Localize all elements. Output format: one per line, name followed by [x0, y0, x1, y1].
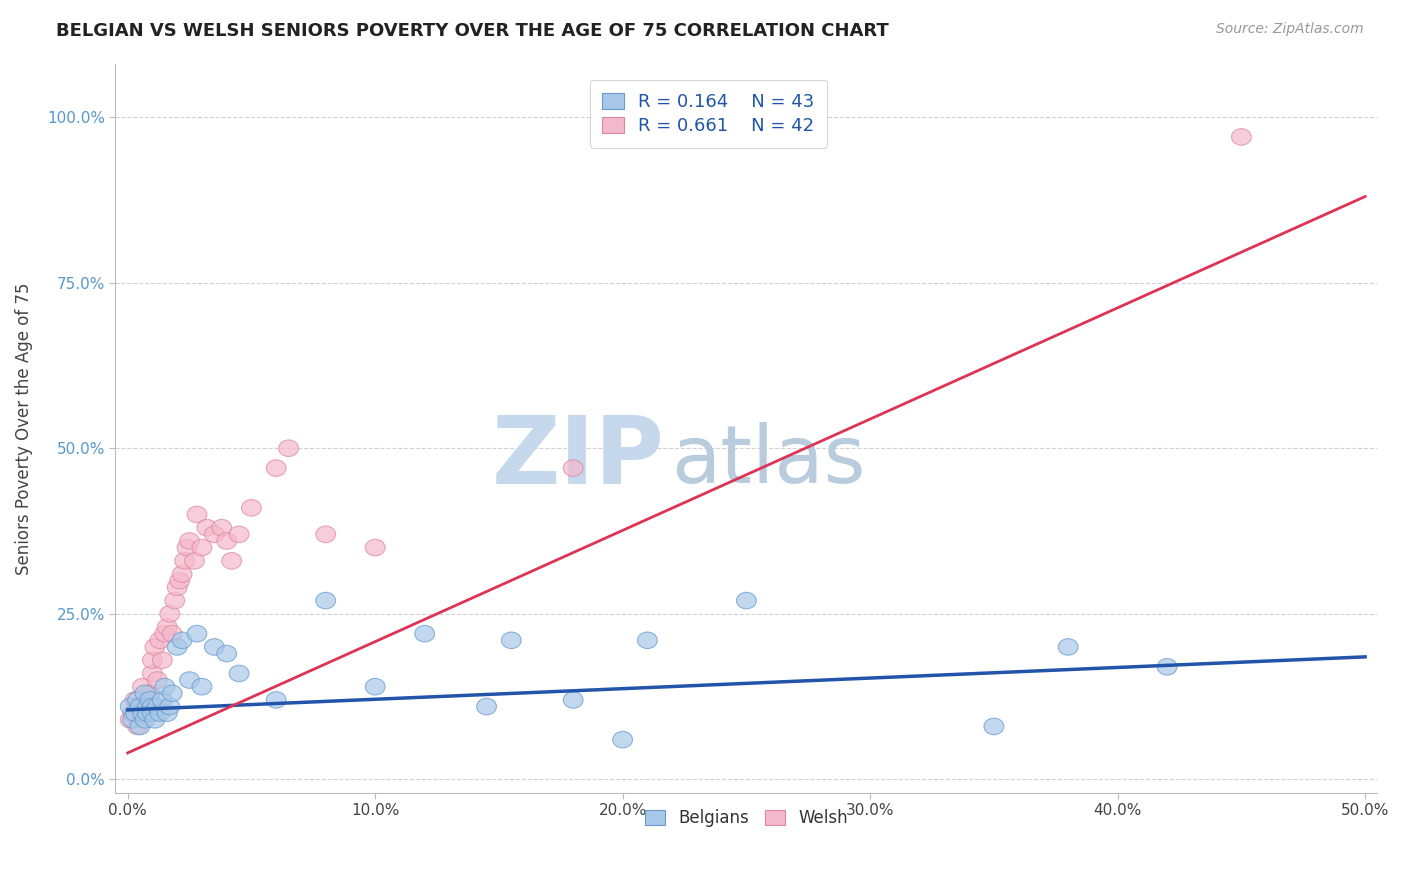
Ellipse shape	[204, 639, 224, 656]
Text: BELGIAN VS WELSH SENIORS POVERTY OVER THE AGE OF 75 CORRELATION CHART: BELGIAN VS WELSH SENIORS POVERTY OVER TH…	[56, 22, 889, 40]
Ellipse shape	[184, 552, 204, 569]
Ellipse shape	[266, 459, 285, 476]
Ellipse shape	[162, 625, 183, 642]
Ellipse shape	[135, 705, 155, 722]
Ellipse shape	[366, 540, 385, 556]
Ellipse shape	[125, 705, 145, 722]
Ellipse shape	[1157, 658, 1177, 675]
Ellipse shape	[278, 440, 298, 457]
Ellipse shape	[132, 679, 152, 695]
Ellipse shape	[145, 639, 165, 656]
Ellipse shape	[122, 712, 142, 728]
Ellipse shape	[415, 625, 434, 642]
Ellipse shape	[128, 718, 148, 735]
Ellipse shape	[222, 552, 242, 569]
Ellipse shape	[142, 705, 162, 722]
Ellipse shape	[148, 672, 167, 689]
Ellipse shape	[138, 698, 157, 714]
Ellipse shape	[1059, 639, 1078, 656]
Ellipse shape	[142, 652, 162, 668]
Ellipse shape	[217, 645, 236, 662]
Ellipse shape	[131, 718, 150, 735]
Ellipse shape	[138, 705, 157, 722]
Ellipse shape	[180, 672, 200, 689]
Ellipse shape	[204, 526, 224, 542]
Legend: Belgians, Welsh: Belgians, Welsh	[636, 801, 856, 835]
Ellipse shape	[131, 698, 150, 714]
Ellipse shape	[984, 718, 1004, 735]
Ellipse shape	[162, 685, 183, 702]
Ellipse shape	[121, 698, 141, 714]
Ellipse shape	[477, 698, 496, 714]
Ellipse shape	[135, 685, 155, 702]
Text: atlas: atlas	[671, 422, 865, 500]
Text: Source: ZipAtlas.com: Source: ZipAtlas.com	[1216, 22, 1364, 37]
Ellipse shape	[316, 592, 336, 609]
Ellipse shape	[152, 691, 172, 708]
Ellipse shape	[141, 691, 160, 708]
Ellipse shape	[197, 519, 217, 536]
Ellipse shape	[138, 691, 157, 708]
Ellipse shape	[180, 533, 200, 549]
Ellipse shape	[187, 506, 207, 523]
Ellipse shape	[121, 712, 141, 728]
Ellipse shape	[157, 619, 177, 635]
Ellipse shape	[242, 500, 262, 516]
Ellipse shape	[229, 526, 249, 542]
Ellipse shape	[148, 698, 167, 714]
Ellipse shape	[122, 705, 142, 722]
Ellipse shape	[160, 698, 180, 714]
Ellipse shape	[217, 533, 236, 549]
Ellipse shape	[1232, 128, 1251, 145]
Ellipse shape	[564, 459, 583, 476]
Ellipse shape	[131, 698, 150, 714]
Ellipse shape	[132, 705, 152, 722]
Ellipse shape	[316, 526, 336, 542]
Ellipse shape	[165, 592, 184, 609]
Ellipse shape	[142, 698, 162, 714]
Y-axis label: Seniors Poverty Over the Age of 75: Seniors Poverty Over the Age of 75	[15, 282, 32, 574]
Ellipse shape	[193, 679, 212, 695]
Ellipse shape	[172, 566, 193, 582]
Ellipse shape	[155, 679, 174, 695]
Ellipse shape	[125, 691, 145, 708]
Ellipse shape	[564, 691, 583, 708]
Ellipse shape	[167, 579, 187, 596]
Ellipse shape	[145, 712, 165, 728]
Ellipse shape	[170, 573, 190, 589]
Ellipse shape	[177, 540, 197, 556]
Ellipse shape	[174, 552, 194, 569]
Ellipse shape	[128, 691, 148, 708]
Ellipse shape	[613, 731, 633, 748]
Text: ZIP: ZIP	[492, 411, 665, 503]
Ellipse shape	[366, 679, 385, 695]
Ellipse shape	[266, 691, 285, 708]
Ellipse shape	[212, 519, 232, 536]
Ellipse shape	[157, 705, 177, 722]
Ellipse shape	[141, 685, 160, 702]
Ellipse shape	[160, 606, 180, 622]
Ellipse shape	[150, 705, 170, 722]
Ellipse shape	[193, 540, 212, 556]
Ellipse shape	[135, 712, 155, 728]
Ellipse shape	[172, 632, 193, 648]
Ellipse shape	[155, 625, 174, 642]
Ellipse shape	[229, 665, 249, 681]
Ellipse shape	[167, 639, 187, 656]
Ellipse shape	[142, 665, 162, 681]
Ellipse shape	[637, 632, 657, 648]
Ellipse shape	[187, 625, 207, 642]
Ellipse shape	[150, 632, 170, 648]
Ellipse shape	[152, 652, 172, 668]
Ellipse shape	[502, 632, 522, 648]
Ellipse shape	[737, 592, 756, 609]
